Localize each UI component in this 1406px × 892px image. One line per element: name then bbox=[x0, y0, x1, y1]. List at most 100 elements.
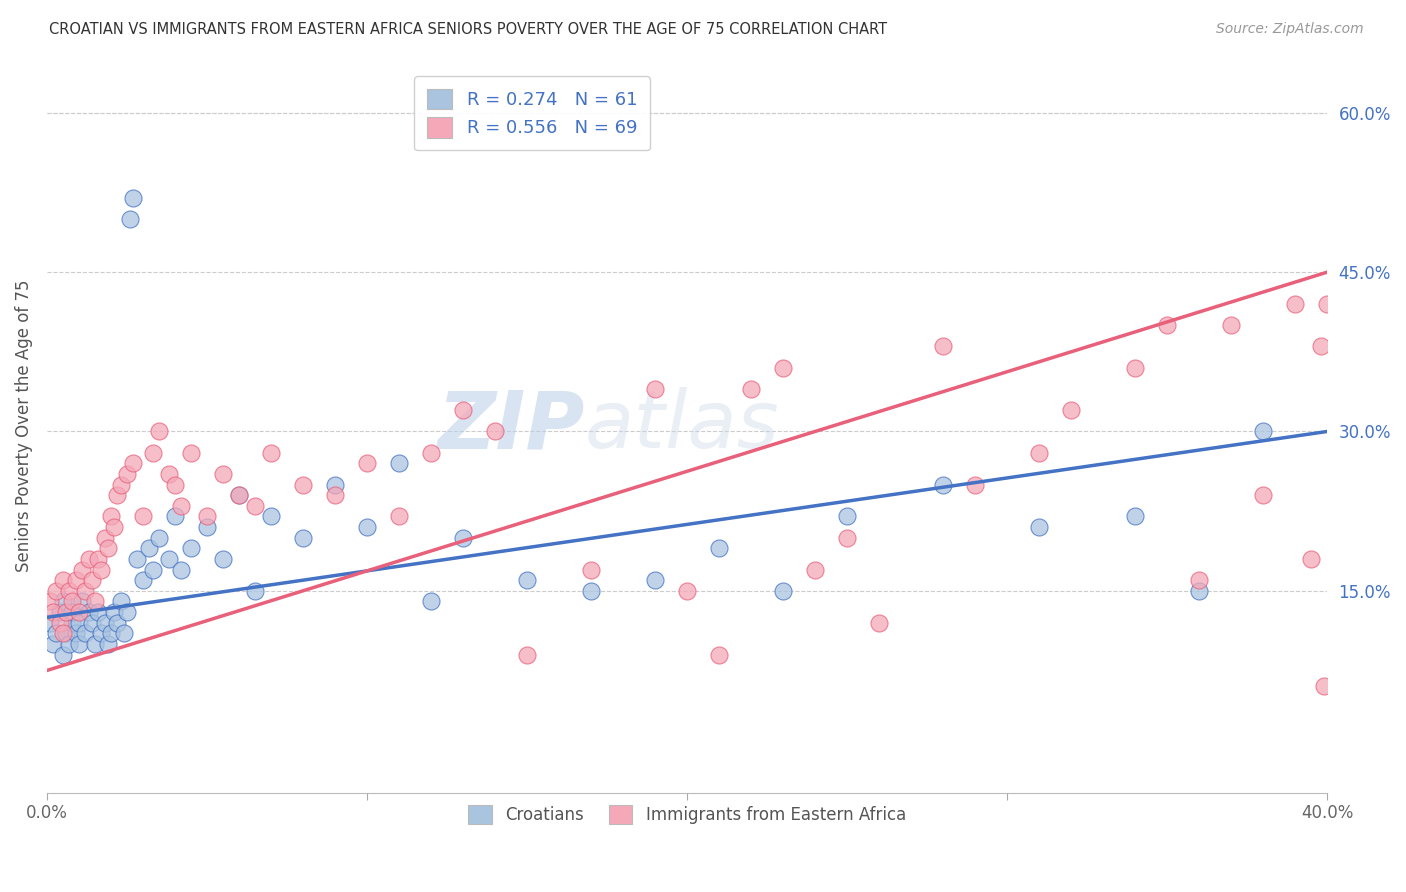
Point bbox=[484, 425, 506, 439]
Point bbox=[105, 615, 128, 630]
Point bbox=[52, 648, 75, 662]
Point bbox=[148, 531, 170, 545]
Point bbox=[67, 605, 90, 619]
Point bbox=[90, 626, 112, 640]
Point bbox=[228, 488, 250, 502]
Point bbox=[58, 583, 80, 598]
Point bbox=[65, 573, 87, 587]
Point bbox=[62, 594, 84, 608]
Point bbox=[451, 403, 474, 417]
Point bbox=[1220, 318, 1243, 333]
Point bbox=[110, 477, 132, 491]
Point bbox=[323, 477, 346, 491]
Point bbox=[291, 477, 314, 491]
Point bbox=[75, 583, 97, 598]
Point bbox=[125, 552, 148, 566]
Point bbox=[1284, 297, 1306, 311]
Point bbox=[67, 637, 90, 651]
Point bbox=[55, 605, 77, 619]
Point bbox=[52, 626, 75, 640]
Point bbox=[1301, 552, 1323, 566]
Text: CROATIAN VS IMMIGRANTS FROM EASTERN AFRICA SENIORS POVERTY OVER THE AGE OF 75 CO: CROATIAN VS IMMIGRANTS FROM EASTERN AFRI… bbox=[49, 22, 887, 37]
Point bbox=[170, 563, 193, 577]
Point bbox=[180, 445, 202, 459]
Point bbox=[516, 573, 538, 587]
Point bbox=[138, 541, 160, 556]
Point bbox=[45, 583, 67, 598]
Point bbox=[58, 637, 80, 651]
Point bbox=[42, 605, 65, 619]
Point bbox=[120, 211, 142, 226]
Point bbox=[1123, 509, 1146, 524]
Point bbox=[772, 360, 794, 375]
Point bbox=[87, 605, 110, 619]
Point bbox=[110, 594, 132, 608]
Point bbox=[291, 531, 314, 545]
Point bbox=[837, 531, 859, 545]
Point bbox=[80, 615, 103, 630]
Point bbox=[93, 615, 115, 630]
Point bbox=[323, 488, 346, 502]
Point bbox=[148, 425, 170, 439]
Point bbox=[1188, 583, 1211, 598]
Point bbox=[420, 445, 443, 459]
Point bbox=[39, 615, 62, 630]
Point bbox=[62, 605, 84, 619]
Y-axis label: Seniors Poverty Over the Age of 75: Seniors Poverty Over the Age of 75 bbox=[15, 280, 32, 573]
Point bbox=[42, 637, 65, 651]
Text: Source: ZipAtlas.com: Source: ZipAtlas.com bbox=[1216, 22, 1364, 37]
Point bbox=[65, 626, 87, 640]
Point bbox=[260, 445, 283, 459]
Point bbox=[170, 499, 193, 513]
Point bbox=[932, 477, 955, 491]
Legend: Croatians, Immigrants from Eastern Africa: Croatians, Immigrants from Eastern Afric… bbox=[457, 793, 918, 836]
Point bbox=[163, 477, 186, 491]
Point bbox=[141, 563, 163, 577]
Point bbox=[97, 637, 120, 651]
Point bbox=[103, 605, 125, 619]
Point bbox=[228, 488, 250, 502]
Point bbox=[579, 583, 602, 598]
Point bbox=[212, 552, 235, 566]
Point bbox=[932, 339, 955, 353]
Point bbox=[1316, 297, 1339, 311]
Point bbox=[804, 563, 827, 577]
Point bbox=[180, 541, 202, 556]
Point bbox=[80, 573, 103, 587]
Point bbox=[837, 509, 859, 524]
Point bbox=[39, 594, 62, 608]
Point bbox=[356, 456, 378, 470]
Point bbox=[97, 541, 120, 556]
Point bbox=[1123, 360, 1146, 375]
Point bbox=[48, 605, 70, 619]
Point bbox=[75, 626, 97, 640]
Point bbox=[644, 573, 666, 587]
Point bbox=[868, 615, 890, 630]
Point bbox=[157, 552, 180, 566]
Point bbox=[84, 594, 107, 608]
Point bbox=[388, 509, 411, 524]
Point bbox=[195, 520, 218, 534]
Point bbox=[103, 520, 125, 534]
Point bbox=[356, 520, 378, 534]
Point bbox=[1060, 403, 1083, 417]
Point bbox=[67, 615, 90, 630]
Point bbox=[52, 594, 75, 608]
Point bbox=[52, 573, 75, 587]
Point bbox=[516, 648, 538, 662]
Point bbox=[141, 445, 163, 459]
Point bbox=[707, 648, 730, 662]
Point bbox=[1028, 520, 1050, 534]
Point bbox=[93, 531, 115, 545]
Point bbox=[1310, 339, 1333, 353]
Point bbox=[451, 531, 474, 545]
Point bbox=[132, 573, 155, 587]
Point bbox=[1313, 680, 1336, 694]
Point bbox=[163, 509, 186, 524]
Point bbox=[740, 382, 762, 396]
Point bbox=[70, 563, 93, 577]
Point bbox=[45, 626, 67, 640]
Point bbox=[115, 605, 138, 619]
Point bbox=[388, 456, 411, 470]
Point bbox=[212, 467, 235, 481]
